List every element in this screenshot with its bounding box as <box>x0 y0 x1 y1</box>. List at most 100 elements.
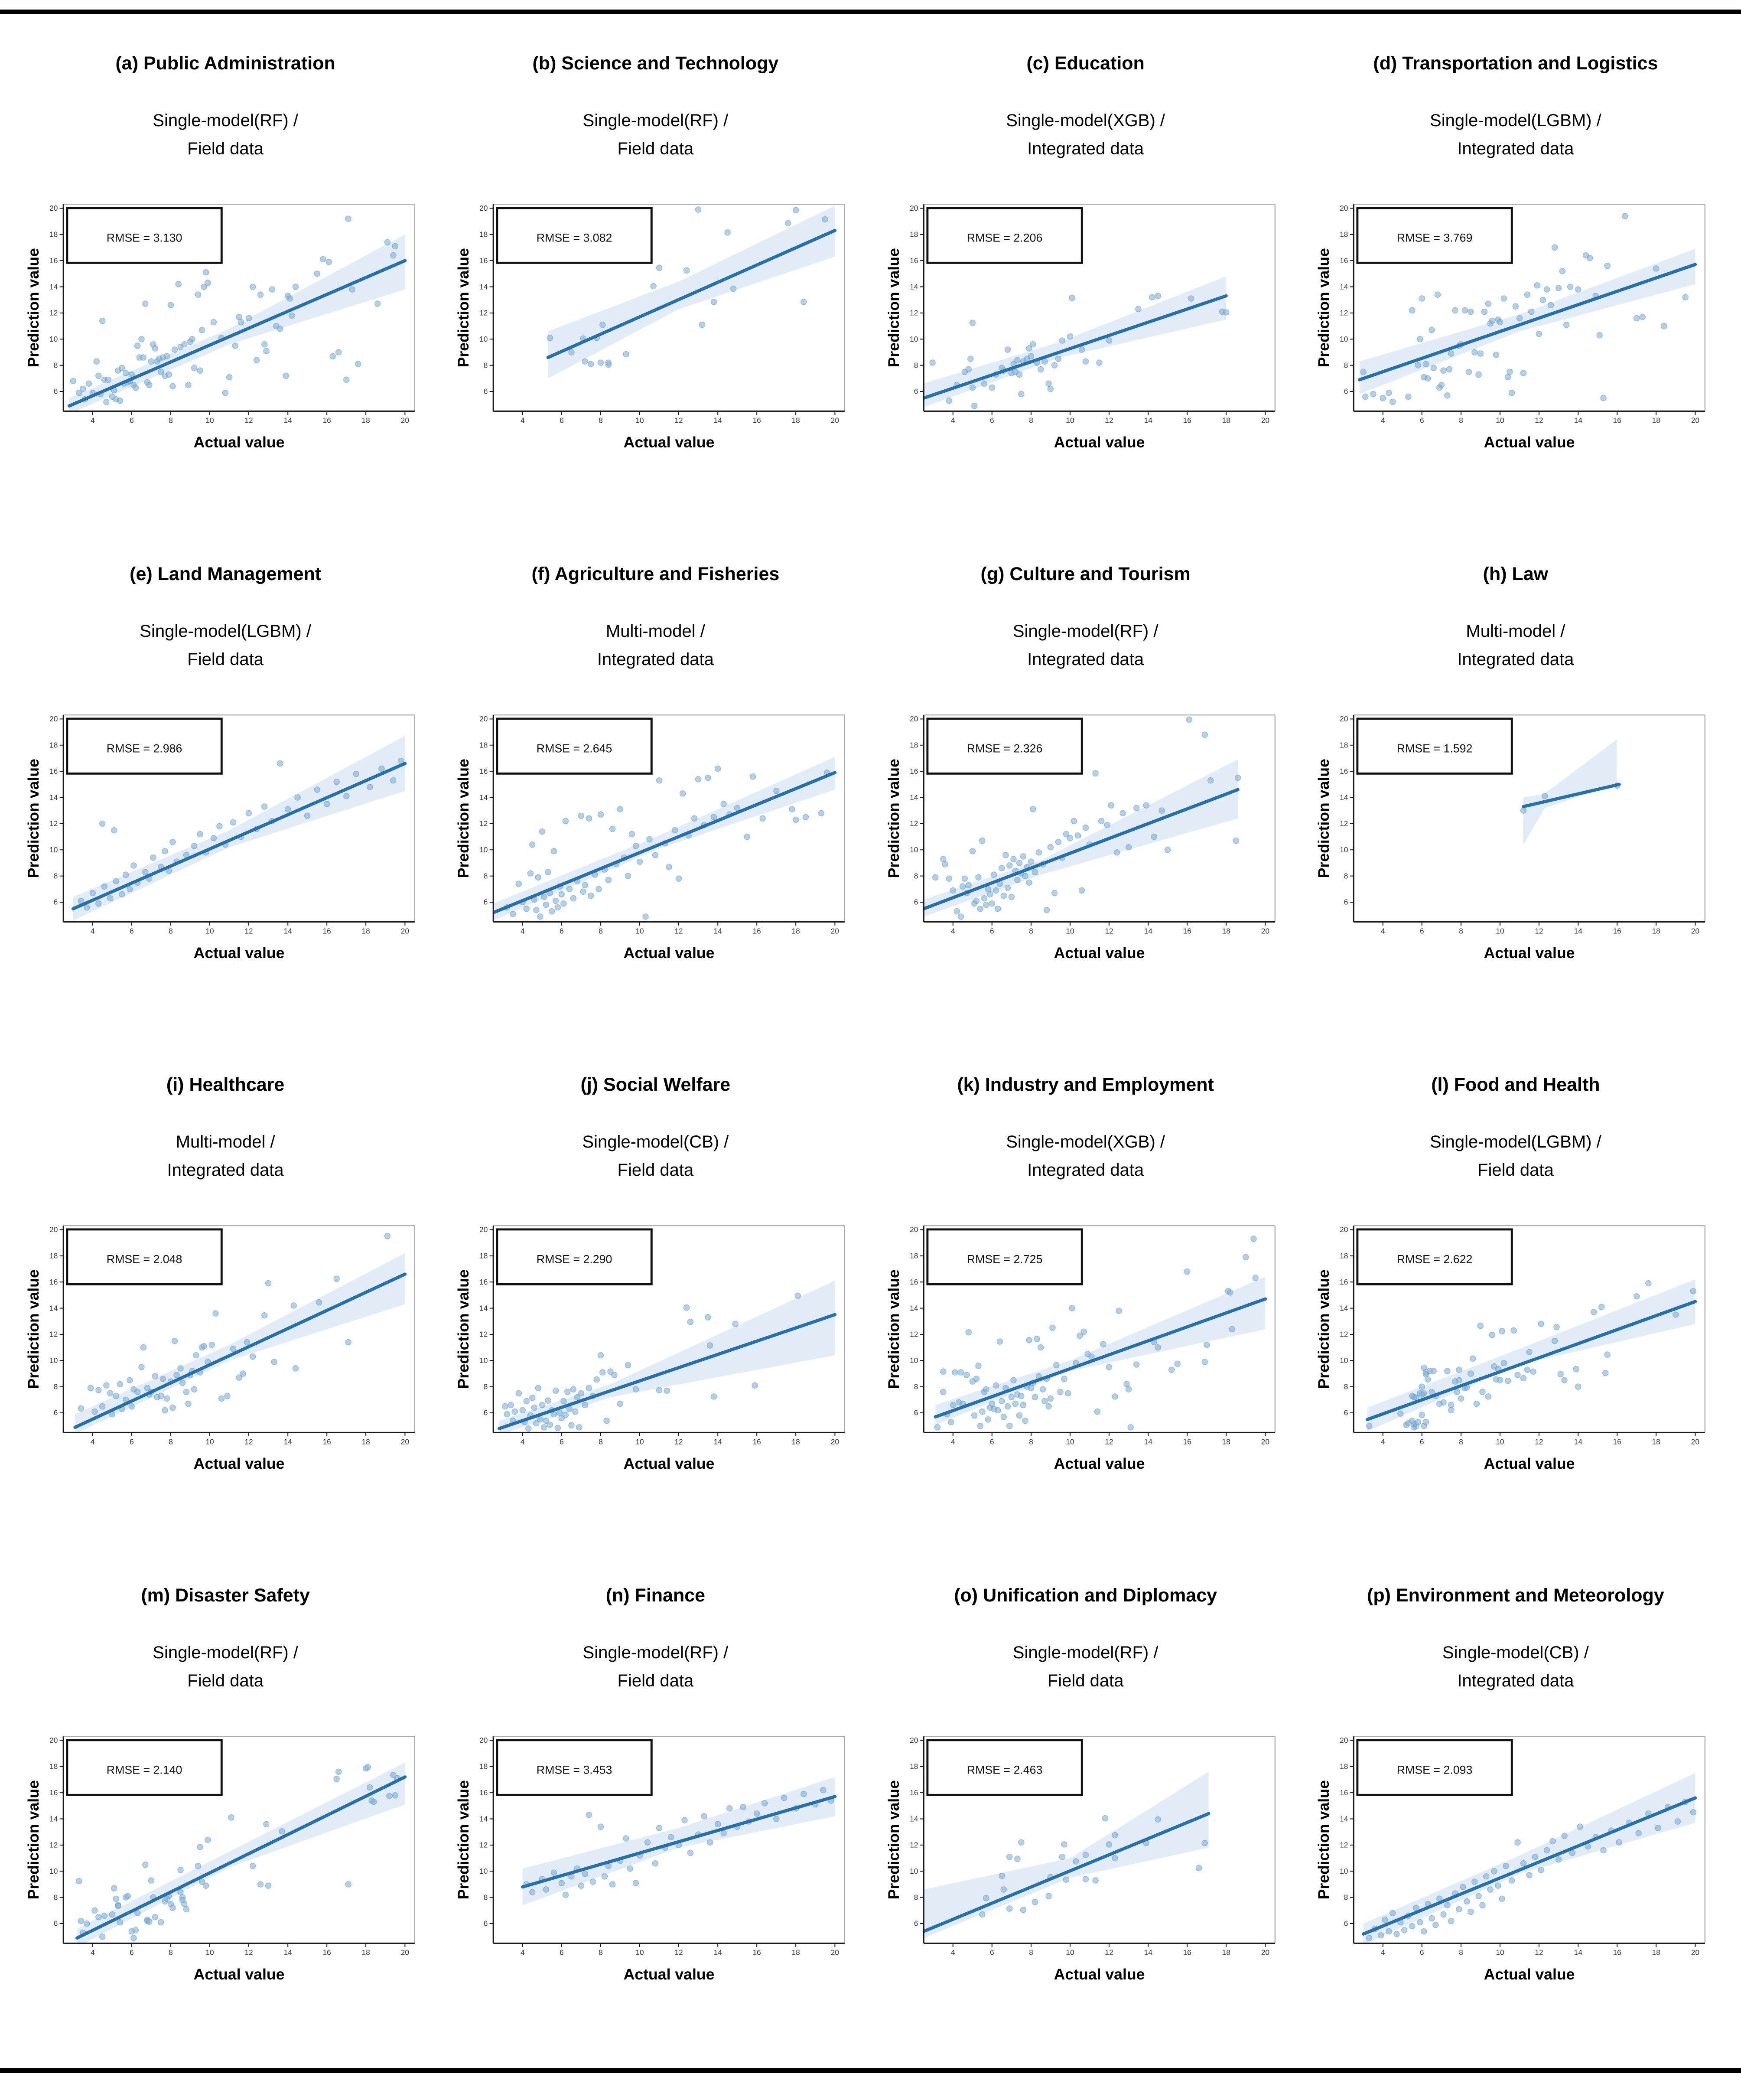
y-tick-label: 6 <box>54 1408 58 1417</box>
scatter-point <box>989 384 995 391</box>
scatter-point <box>593 1376 600 1383</box>
panel-m: (m) Disaster Safety Single-model(RF) / Fie… <box>16 1549 435 2060</box>
scatter-point <box>197 1843 204 1850</box>
scatter-point <box>1047 385 1054 392</box>
scatter-point <box>1481 308 1488 315</box>
x-tick-label: 6 <box>560 416 564 424</box>
scatter-point <box>650 283 657 290</box>
scatter-point <box>617 805 624 812</box>
scatter-point <box>1012 1400 1019 1407</box>
scatter-point <box>1164 846 1171 853</box>
x-tick-label: 20 <box>1691 926 1699 935</box>
x-tick-label: 18 <box>1652 1437 1660 1446</box>
y-tick-label: 18 <box>480 230 488 238</box>
x-tick-label: 6 <box>560 1437 564 1446</box>
y-tick-label: 20 <box>49 1225 58 1234</box>
subtitle-data-line: Field data <box>187 649 264 669</box>
regression-line <box>493 770 837 914</box>
x-tick-label: 20 <box>831 926 839 935</box>
x-tick-label: 8 <box>1029 926 1033 935</box>
scatter-point <box>1002 851 1009 858</box>
x-tick-label: 14 <box>284 416 293 424</box>
scatter-point <box>183 1388 190 1395</box>
scatter-point <box>802 813 809 820</box>
scatter-point <box>1573 1366 1579 1372</box>
scatter-points-group <box>78 1233 391 1418</box>
x-tick-label: 4 <box>951 416 955 424</box>
scatter-point <box>1127 1424 1134 1431</box>
scatter-point <box>103 398 110 405</box>
scatter-point <box>1491 1868 1497 1875</box>
scatter-point <box>1419 1411 1425 1418</box>
scatter-point <box>185 382 192 388</box>
x-tick-label: 8 <box>599 416 603 424</box>
x-axis-label: Actual value <box>1054 433 1145 450</box>
scatter-point <box>1497 319 1503 326</box>
rmse-box <box>926 1228 1083 1285</box>
scatter-point <box>95 372 102 379</box>
panel-title-wrap: (m) Disaster Safety <box>16 1549 435 1608</box>
scatter-point <box>711 1393 717 1400</box>
scatter-point <box>957 913 964 920</box>
scatter-point <box>570 1386 577 1392</box>
x-tick-label: 18 <box>1652 926 1660 935</box>
scatter-point <box>1233 837 1239 844</box>
scatter-point <box>1469 1355 1476 1362</box>
scatter-point <box>560 900 567 907</box>
x-tick-label: 14 <box>1574 416 1583 424</box>
x-tick-label: 4 <box>1381 1948 1385 1957</box>
scatter-plot: 4 6 8 10 12 14 16 18 20 6 8 10 12 14 16 18 20 RMSE = 2.32… <box>886 714 1276 961</box>
scatter-point <box>531 1404 538 1411</box>
scatter-point <box>169 1404 176 1411</box>
rmse-box <box>1356 1228 1513 1285</box>
regression-line <box>923 1812 1211 1933</box>
scatter-point <box>617 1400 624 1407</box>
scatter-point <box>687 1849 694 1856</box>
scatter-point <box>609 1881 616 1888</box>
scatter-point <box>986 891 993 897</box>
scatter-point <box>277 325 283 332</box>
scatter-point <box>549 908 556 915</box>
scatter-point <box>1553 1324 1560 1330</box>
scatter-point <box>304 812 311 819</box>
x-tick-label: 18 <box>1222 416 1230 424</box>
scatter-point <box>1514 1839 1521 1846</box>
x-tick-label: 12 <box>1535 416 1543 424</box>
scatter-point <box>1014 1855 1021 1862</box>
scatter-point <box>1526 1348 1533 1355</box>
scatter-point <box>142 300 149 307</box>
scatter-point <box>1604 1351 1611 1358</box>
subtitle-data-line: Integrated data <box>1457 139 1574 158</box>
regression-line <box>934 1297 1267 1418</box>
y-tick-label: 12 <box>910 1330 918 1338</box>
scatter-point <box>773 787 780 794</box>
subtitle-model-line: Single-model(RF) / <box>153 1643 298 1662</box>
scatter-point <box>1151 833 1157 840</box>
scatter-point <box>687 1318 694 1325</box>
scatter-point <box>292 1365 299 1372</box>
y-tick-label: 8 <box>484 361 488 369</box>
scatter-points-group <box>934 1235 1259 1431</box>
y-tick-label: 12 <box>49 819 58 828</box>
scatter-point <box>1500 295 1507 302</box>
scatter-point <box>1538 1866 1544 1873</box>
scatter-point <box>582 358 589 365</box>
scatter-point <box>1660 323 1667 329</box>
scatter-points-group <box>1366 1280 1697 1431</box>
panel-title: (m) Disaster Safety <box>141 1585 310 1606</box>
scatter-point <box>1051 890 1058 896</box>
scatter-point <box>1508 389 1515 396</box>
rmse-label: RMSE = 2.622 <box>1397 1252 1473 1265</box>
y-tick-label: 16 <box>910 256 918 265</box>
panel-title: (g) Culture and Tourism <box>980 564 1191 585</box>
scatter-point <box>1045 1893 1052 1899</box>
scatter-point <box>996 1338 1003 1345</box>
scatter-point <box>1520 1860 1527 1867</box>
scatter-point <box>1454 1388 1461 1395</box>
y-tick-label: 10 <box>1340 335 1348 343</box>
scatter-point <box>946 875 952 882</box>
scatter-point <box>1471 349 1478 355</box>
scatter-point <box>285 805 291 812</box>
scatter-point <box>623 1835 630 1842</box>
y-tick-label: 14 <box>49 1814 58 1823</box>
